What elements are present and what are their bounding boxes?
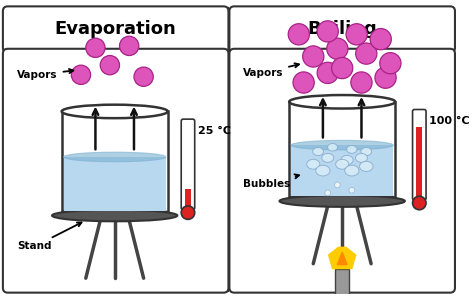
Circle shape [100,56,119,75]
Ellipse shape [289,193,395,203]
Ellipse shape [289,95,395,109]
Text: Bubbles: Bubbles [243,174,299,189]
Circle shape [288,24,310,45]
Text: Vapors: Vapors [243,63,299,78]
Circle shape [181,206,195,219]
Ellipse shape [361,147,372,155]
Bar [62,112,168,213]
Text: Boiling: Boiling [307,21,377,39]
Circle shape [119,36,139,56]
Text: Evaporation: Evaporation [55,21,176,39]
Ellipse shape [307,159,320,169]
Circle shape [134,67,153,86]
Circle shape [412,196,426,210]
Circle shape [317,62,338,83]
FancyBboxPatch shape [412,109,426,200]
Text: 25 °C: 25 °C [198,126,230,136]
Bar [336,269,349,299]
Ellipse shape [356,153,367,162]
FancyBboxPatch shape [181,119,195,210]
FancyBboxPatch shape [229,6,455,53]
Circle shape [317,21,338,42]
Circle shape [325,190,331,196]
Circle shape [293,72,314,93]
Text: 100 °C: 100 °C [429,116,470,126]
FancyBboxPatch shape [229,49,455,293]
Ellipse shape [62,105,168,118]
Text: Stand: Stand [18,222,82,251]
Bar [291,145,393,196]
Circle shape [346,24,367,45]
Ellipse shape [52,210,177,221]
Bar [289,102,395,198]
Ellipse shape [316,165,330,176]
Circle shape [380,53,401,74]
Circle shape [349,187,355,193]
Circle shape [356,43,377,64]
Ellipse shape [336,159,349,169]
Ellipse shape [346,146,357,153]
Circle shape [71,65,91,84]
Ellipse shape [291,140,393,150]
Polygon shape [337,252,347,265]
Circle shape [332,57,353,79]
Ellipse shape [341,155,353,165]
Ellipse shape [360,161,373,171]
Bar [64,157,166,211]
Circle shape [351,72,372,93]
Circle shape [327,38,348,60]
Text: Vapors: Vapors [18,69,73,80]
Bar [185,189,191,208]
Ellipse shape [322,153,334,162]
Circle shape [370,28,392,50]
Polygon shape [328,247,356,269]
Ellipse shape [328,144,337,151]
Bar [416,127,422,198]
Circle shape [86,38,105,57]
Circle shape [375,67,396,88]
Circle shape [303,46,324,67]
Circle shape [335,182,340,188]
FancyBboxPatch shape [0,2,460,297]
FancyBboxPatch shape [3,6,228,53]
Ellipse shape [313,147,323,155]
Ellipse shape [62,208,168,217]
FancyBboxPatch shape [3,49,228,293]
Ellipse shape [280,195,405,207]
Ellipse shape [64,152,166,162]
Ellipse shape [345,165,359,176]
